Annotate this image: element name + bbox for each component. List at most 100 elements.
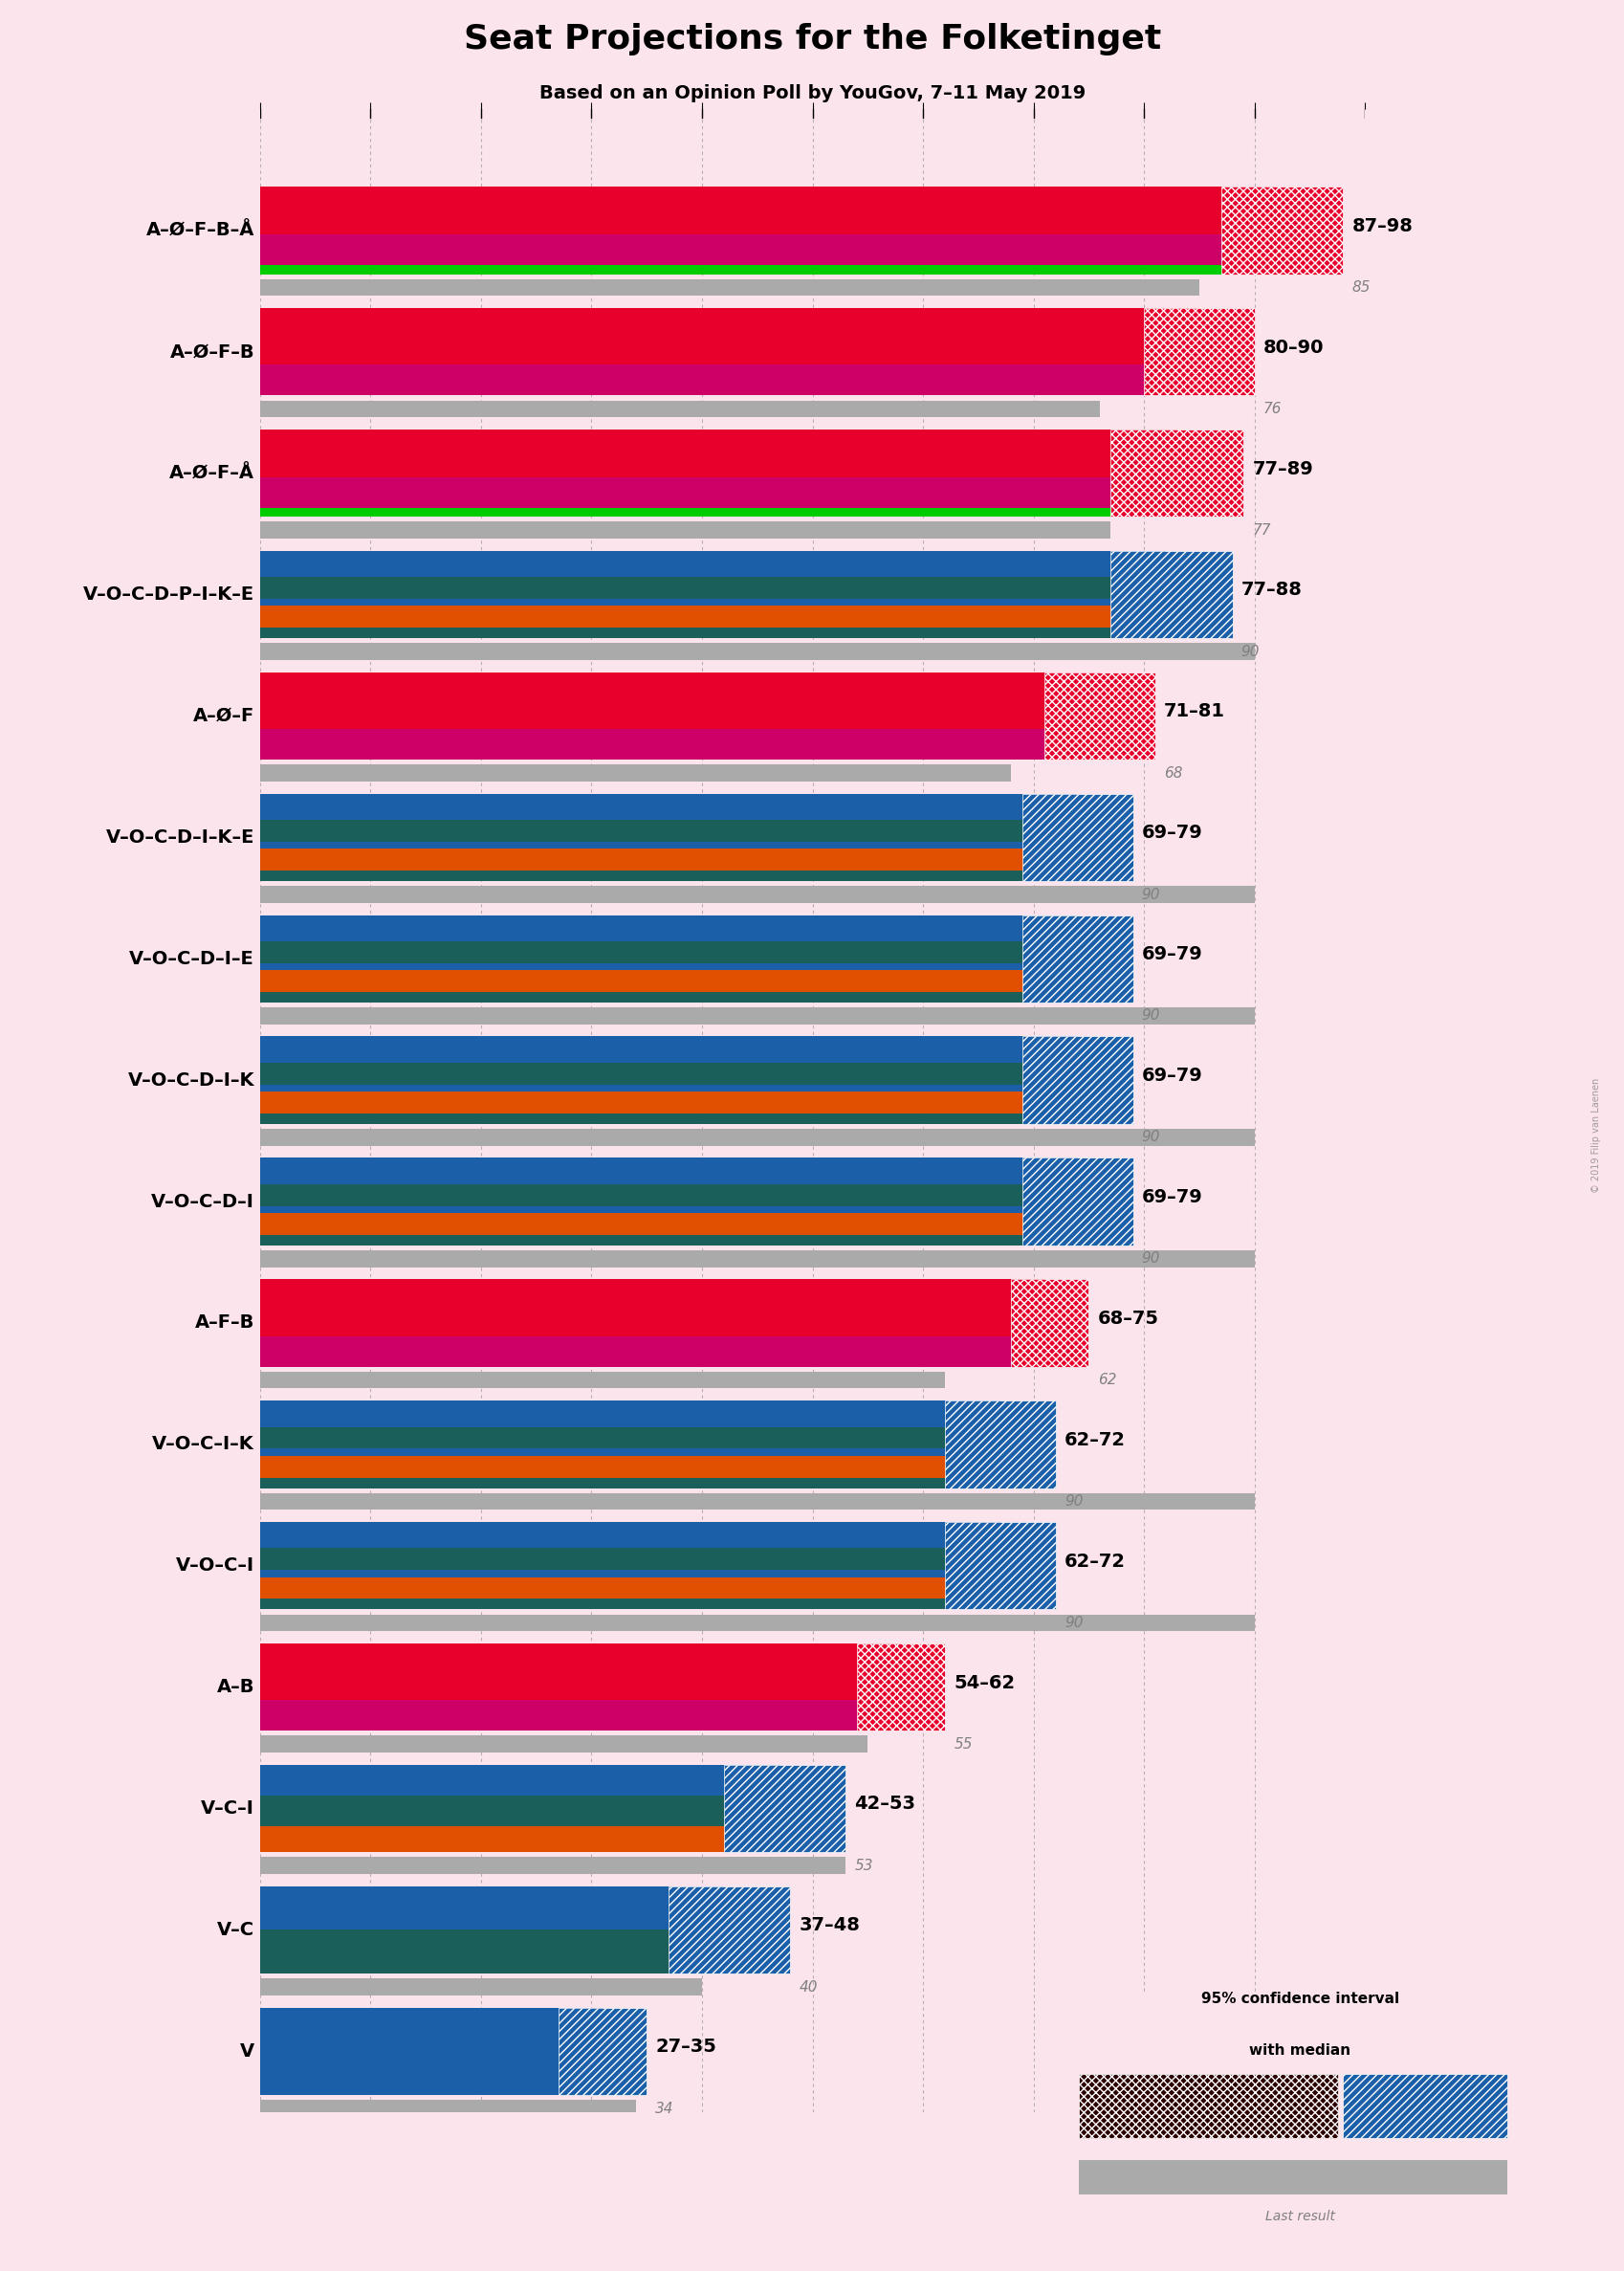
Text: 90: 90 xyxy=(1241,645,1259,659)
Bar xyxy=(260,429,1176,477)
Text: 90: 90 xyxy=(1064,1615,1083,1631)
Bar xyxy=(260,870,1077,881)
Bar xyxy=(260,234,1276,266)
Text: 90: 90 xyxy=(1142,1131,1160,1145)
Bar xyxy=(260,940,1077,963)
Bar xyxy=(260,1249,1254,1267)
Bar xyxy=(260,606,1166,627)
Text: with median: with median xyxy=(1249,2044,1350,2058)
Bar xyxy=(260,1549,1000,1569)
Text: A–Ø–F–B–Å: A–Ø–F–B–Å xyxy=(146,220,255,238)
Text: 90: 90 xyxy=(1142,1251,1160,1265)
Text: 69–79: 69–79 xyxy=(1142,824,1202,843)
Bar xyxy=(260,963,1077,970)
Text: A–B: A–B xyxy=(216,1678,255,1696)
Bar xyxy=(260,1449,1000,1456)
Bar xyxy=(260,1401,1000,1426)
Bar xyxy=(260,1335,1044,1367)
Bar xyxy=(260,1235,1077,1245)
Bar xyxy=(260,2008,603,2096)
Bar xyxy=(1221,186,1341,275)
Bar xyxy=(260,886,1254,904)
Text: 77–89: 77–89 xyxy=(1252,459,1312,477)
Text: V–O–C–I–K: V–O–C–I–K xyxy=(153,1435,255,1453)
Text: 40: 40 xyxy=(799,1980,817,1994)
Text: 69–79: 69–79 xyxy=(1142,945,1202,963)
Bar xyxy=(260,1644,900,1701)
Text: A–Ø–F: A–Ø–F xyxy=(193,706,255,724)
Bar xyxy=(260,1930,724,1973)
Bar xyxy=(260,1063,1077,1086)
Text: © 2019 Filip van Laenen: © 2019 Filip van Laenen xyxy=(1590,1079,1600,1192)
Bar xyxy=(1021,1158,1132,1245)
Text: 27–35: 27–35 xyxy=(654,2037,716,2055)
Bar xyxy=(260,1858,844,1874)
Bar xyxy=(945,1401,1056,1488)
Bar xyxy=(260,1735,867,1753)
Bar xyxy=(260,1372,945,1388)
Text: V–O–C–D–I–K: V–O–C–D–I–K xyxy=(128,1072,255,1090)
Text: 90: 90 xyxy=(1064,1494,1083,1508)
Bar xyxy=(1021,915,1132,1002)
Bar xyxy=(260,1036,1077,1063)
Bar xyxy=(260,992,1077,1002)
Bar xyxy=(1078,2073,1337,2139)
Bar xyxy=(260,1599,1000,1610)
Bar xyxy=(1341,2073,1507,2139)
Bar xyxy=(260,279,1199,295)
Bar xyxy=(260,1008,1254,1024)
Bar xyxy=(260,1206,1077,1213)
Bar xyxy=(260,1492,1254,1510)
Text: V: V xyxy=(240,2042,255,2060)
Bar xyxy=(260,1213,1077,1235)
Bar xyxy=(260,849,1077,870)
Bar xyxy=(1044,672,1155,761)
Bar xyxy=(260,600,1166,606)
Bar xyxy=(260,1522,1000,1549)
Bar xyxy=(260,1887,724,1930)
Bar xyxy=(260,477,1176,509)
Bar xyxy=(260,1129,1254,1147)
Text: 54–62: 54–62 xyxy=(953,1674,1015,1692)
Bar xyxy=(724,1765,844,1853)
Bar xyxy=(856,1644,945,1731)
Text: 53: 53 xyxy=(854,1858,872,1874)
Text: 68–75: 68–75 xyxy=(1096,1310,1158,1329)
Bar xyxy=(260,1456,1000,1478)
Text: 55: 55 xyxy=(953,1737,973,1751)
Bar xyxy=(260,820,1077,843)
Text: V–O–C–D–I–E: V–O–C–D–I–E xyxy=(130,949,255,967)
Bar xyxy=(1078,2160,1507,2194)
Bar xyxy=(260,266,1276,275)
Text: Last result: Last result xyxy=(1265,2210,1333,2223)
Text: 90: 90 xyxy=(1142,1008,1160,1022)
Bar xyxy=(260,509,1176,518)
Bar xyxy=(260,1183,1077,1206)
Bar xyxy=(260,1576,1000,1599)
Bar xyxy=(260,843,1077,849)
Text: 69–79: 69–79 xyxy=(1142,1067,1202,1086)
Bar xyxy=(260,1569,1000,1576)
Bar xyxy=(260,1158,1077,1183)
Title: Seat Projections for the Folketinget: Seat Projections for the Folketinget xyxy=(463,23,1161,57)
Text: 87–98: 87–98 xyxy=(1351,218,1411,236)
Text: 76: 76 xyxy=(1262,402,1281,416)
Text: 34: 34 xyxy=(654,2101,674,2117)
Bar xyxy=(260,915,1077,940)
Bar xyxy=(260,672,1099,729)
Bar xyxy=(260,1826,780,1853)
Bar xyxy=(945,1522,1056,1610)
Bar xyxy=(260,1279,1044,1335)
Bar xyxy=(559,2008,646,2096)
Text: 62–72: 62–72 xyxy=(1064,1553,1125,1572)
Text: 62–72: 62–72 xyxy=(1064,1431,1125,1449)
Bar xyxy=(260,186,1276,234)
Bar xyxy=(260,1701,900,1731)
Text: V–O–C–D–I–K–E: V–O–C–D–I–K–E xyxy=(106,829,255,847)
Text: 85: 85 xyxy=(1351,279,1369,295)
Text: 69–79: 69–79 xyxy=(1142,1188,1202,1206)
Bar xyxy=(1021,793,1132,881)
Bar xyxy=(260,793,1077,820)
Text: 37–48: 37–48 xyxy=(799,1917,859,1935)
Text: A–Ø–F–Å: A–Ø–F–Å xyxy=(169,463,255,481)
